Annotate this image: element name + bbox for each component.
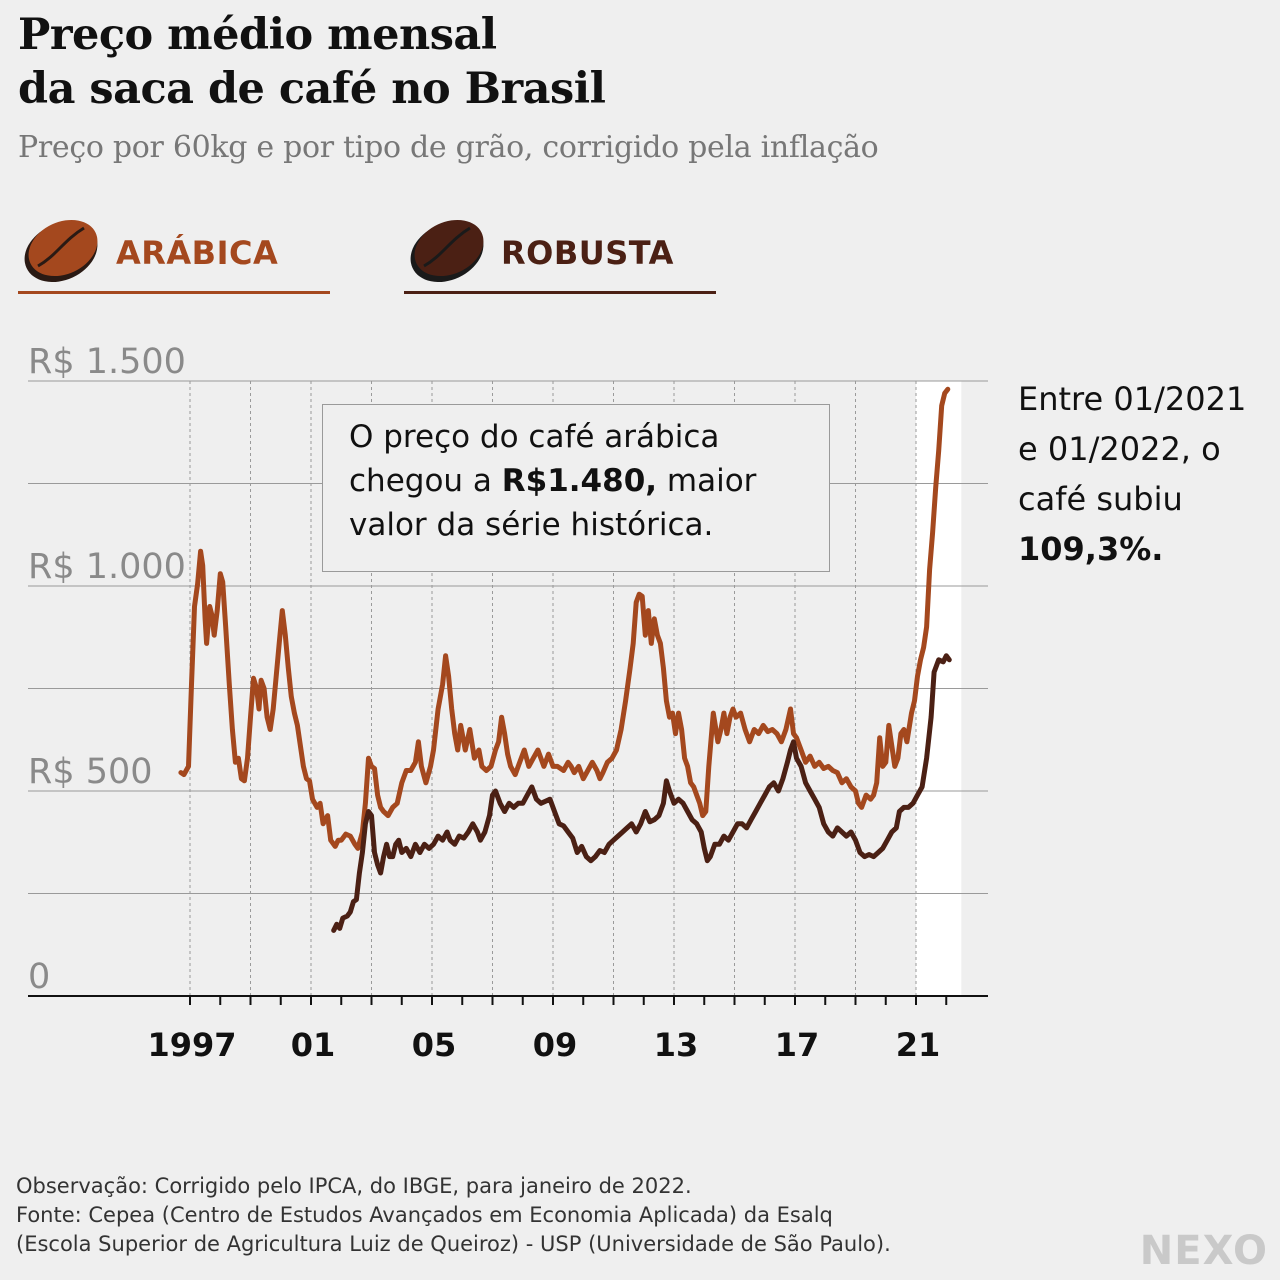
annotation-box-text-end: maior valor da série histórica. — [349, 463, 757, 543]
horizontal-gridlines — [28, 380, 988, 894]
legend-item-robusta: ROBUSTA — [404, 208, 716, 296]
side-annotation: Entre 01/2021 e 01/2022, o café subiu 10… — [1018, 374, 1258, 574]
annotation-box-text-start: O preço do café arábica chegou a — [349, 419, 720, 499]
series-line-robusta — [331, 653, 952, 933]
legend-underline-robusta — [404, 291, 716, 294]
footnote-source-line-1: Fonte: Cepea (Centro de Estudos Avançado… — [16, 1203, 833, 1227]
series-line-arábica — [178, 386, 951, 851]
chart-title: Preço médio mensal da saca de café no Br… — [18, 8, 606, 116]
legend-item-arabica: ARÁBICA — [18, 208, 330, 296]
side-annotation-text: Entre 01/2021 e 01/2022, o café subiu — [1018, 380, 1247, 518]
y-tick-label: R$ 1.500 — [28, 342, 186, 382]
x-tick-label: 17 — [775, 1026, 820, 1064]
chart-title-line-1: Preço médio mensal — [18, 10, 497, 60]
annotation-box: O preço do café arábica chegou a R$1.480… — [322, 404, 830, 572]
x-tick-label: 01 — [291, 1026, 336, 1064]
x-tick-label: 1997 — [147, 1026, 236, 1064]
y-tick-label: R$ 1.000 — [28, 547, 186, 587]
coffee-bean-icon — [24, 219, 98, 283]
footnote-observation: Observação: Corrigido pelo IPCA, do IBGE… — [16, 1174, 692, 1198]
y-axis-labels: 0 R$ 500 R$ 1.000 R$ 1.500 — [28, 342, 186, 997]
footnotes: Observação: Corrigido pelo IPCA, do IBGE… — [16, 1172, 891, 1259]
x-tick-label: 13 — [654, 1026, 699, 1064]
legend-label-robusta: ROBUSTA — [501, 234, 674, 272]
legend-underline-arabica — [18, 291, 330, 294]
nexo-logo: NEXO — [1139, 1228, 1268, 1274]
legend-label-arabica: ARÁBICA — [116, 234, 279, 272]
y-tick-label: 0 — [28, 957, 50, 997]
x-axis-ticks — [189, 996, 948, 1005]
chart-title-line-2: da saca de café no Brasil — [18, 64, 606, 114]
x-tick-label: 09 — [533, 1026, 578, 1064]
y-tick-label: R$ 500 — [28, 752, 153, 792]
annotation-box-highlight: R$1.480, — [501, 463, 658, 499]
chart-subtitle: Preço por 60kg e por tipo de grão, corri… — [18, 130, 879, 165]
coffee-bean-icon — [410, 219, 484, 283]
x-axis-labels: 1997 01 05 09 13 17 21 — [147, 1026, 940, 1064]
side-annotation-highlight: 109,3%. — [1018, 530, 1164, 568]
x-tick-label: 05 — [412, 1026, 457, 1064]
footnote-source-line-2: (Escola Superior de Agricultura Luiz de … — [16, 1232, 891, 1256]
series-lines — [178, 386, 952, 933]
x-tick-label: 21 — [896, 1026, 941, 1064]
